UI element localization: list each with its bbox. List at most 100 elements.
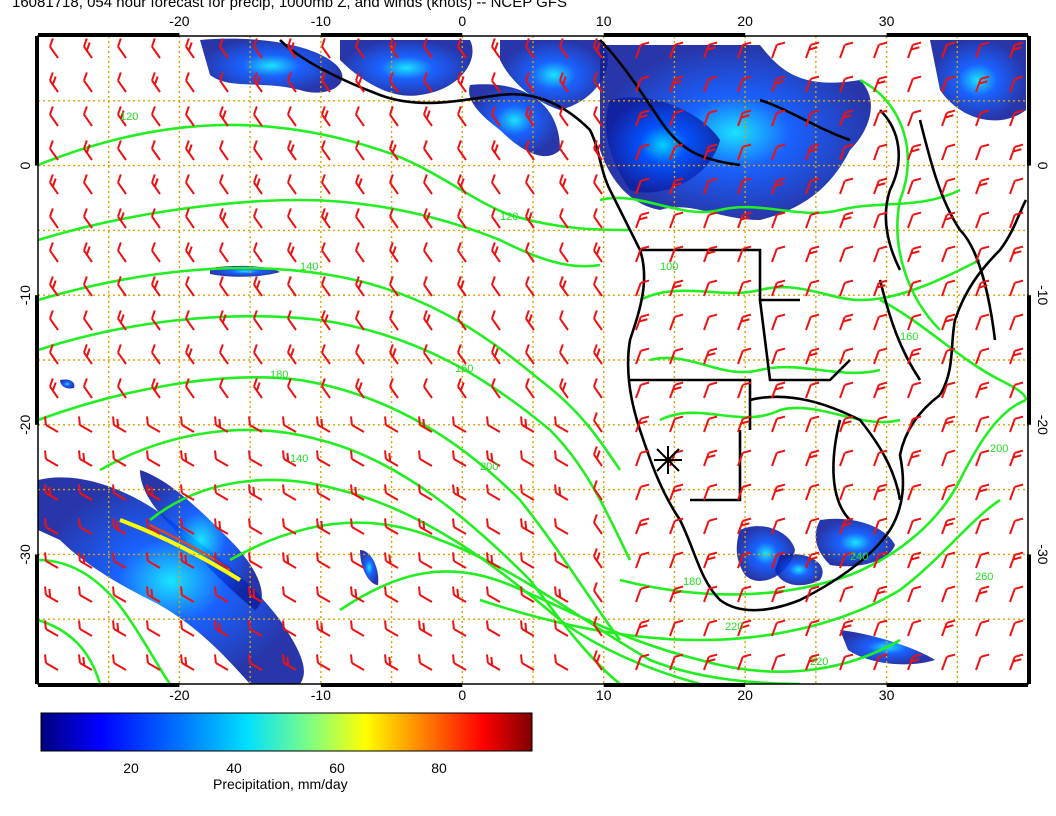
wind-barb [423,174,433,195]
wind-barb [287,72,297,93]
wind-barb [907,41,922,59]
wind-barb [635,279,650,297]
wind-barb [83,242,93,263]
wind-barb [1009,245,1024,263]
wind-barb [873,245,888,263]
frame-bar [35,554,39,684]
wind-barb [185,174,195,195]
wind-barb [771,415,786,433]
wind-barb [737,109,752,127]
wind-barb [49,242,59,263]
wind-barb [941,211,956,229]
wind-barb [839,619,854,637]
contour-label: 160 [455,363,473,375]
contour-label: 240 [850,551,868,563]
wind-barb [703,75,718,93]
wind-barb [559,242,569,263]
frame-bar [38,683,180,687]
wind-barb [907,75,922,93]
wind-barb [839,381,854,399]
wind-barb [287,242,297,263]
wind-barb [83,106,93,127]
wind-barb [839,75,854,93]
contour-line [619,398,1027,596]
wind-barb [737,347,752,365]
wind-barb [941,75,956,93]
wind-barb [635,449,650,467]
wind-barb [593,242,603,263]
lon-tick-label: 0 [458,687,466,703]
frame-bar [35,295,39,425]
wind-barb [554,552,569,569]
wind-barb [873,75,888,93]
coastline-segment [630,378,752,430]
coastline-segment [918,119,962,231]
wind-barb [112,450,127,467]
lon-tick-label: 30 [879,13,895,29]
precip-area [360,550,379,585]
wind-barb [669,619,684,637]
contour-label: 180 [270,369,288,381]
wind-barb [635,347,650,365]
wind-barb [117,310,127,331]
wind-barb [805,177,820,195]
wind-barb [78,518,93,535]
wind-barb [559,174,569,195]
wind-barb [253,106,263,127]
wind-barb [423,310,433,331]
wind-barb [1009,381,1024,399]
wind-barb [873,483,888,501]
lon-tick-label: -10 [311,687,331,703]
wind-barb [703,653,718,671]
wind-barb [839,41,854,59]
wind-barb [117,174,127,195]
wind-barb [554,654,569,671]
wind-barb [737,483,752,501]
wind-barb [248,552,263,569]
wind-barb [669,551,684,569]
wind-barb [253,344,263,365]
wind-barb [873,41,888,59]
wind-barb [350,620,365,637]
lon-tick-label: -20 [169,13,189,29]
coastline-segment [749,395,902,501]
wind-barb [287,344,297,365]
wind-barb [635,483,650,501]
wind-barb [457,208,467,229]
wind-barb [83,378,93,399]
wind-barb [151,140,161,161]
wind-barb [559,344,569,365]
wind-barb [321,276,331,297]
wind-barb [282,654,297,671]
wind-barb [253,38,263,59]
contour-label: 220 [810,656,828,668]
wind-barb [389,208,399,229]
wind-barb [355,106,365,127]
wind-barb [287,38,297,59]
wind-barb [907,619,922,637]
wind-barb [975,415,990,433]
wind-barb [389,276,399,297]
wind-barb [389,72,399,93]
wind-barb [839,245,854,263]
wind-barb [669,313,684,331]
lon-tick-label: 20 [737,687,753,703]
wind-barb [593,72,603,93]
wind-barb [452,484,467,501]
wind-barb [805,653,820,671]
wind-barb [389,378,399,399]
wind-barb [180,484,195,501]
frame-bar [1027,36,1031,166]
wind-barb [873,143,888,161]
wind-barb [975,347,990,365]
wind-barb [771,653,786,671]
wind-barb [771,41,786,59]
wind-barb [873,313,888,331]
wind-barb [805,109,820,127]
wind-barb [1009,347,1024,365]
wind-barb [1009,109,1024,127]
wind-barb [151,38,161,59]
wind-barb [384,654,399,671]
wind-barb [703,381,718,399]
wind-barb [907,279,922,297]
